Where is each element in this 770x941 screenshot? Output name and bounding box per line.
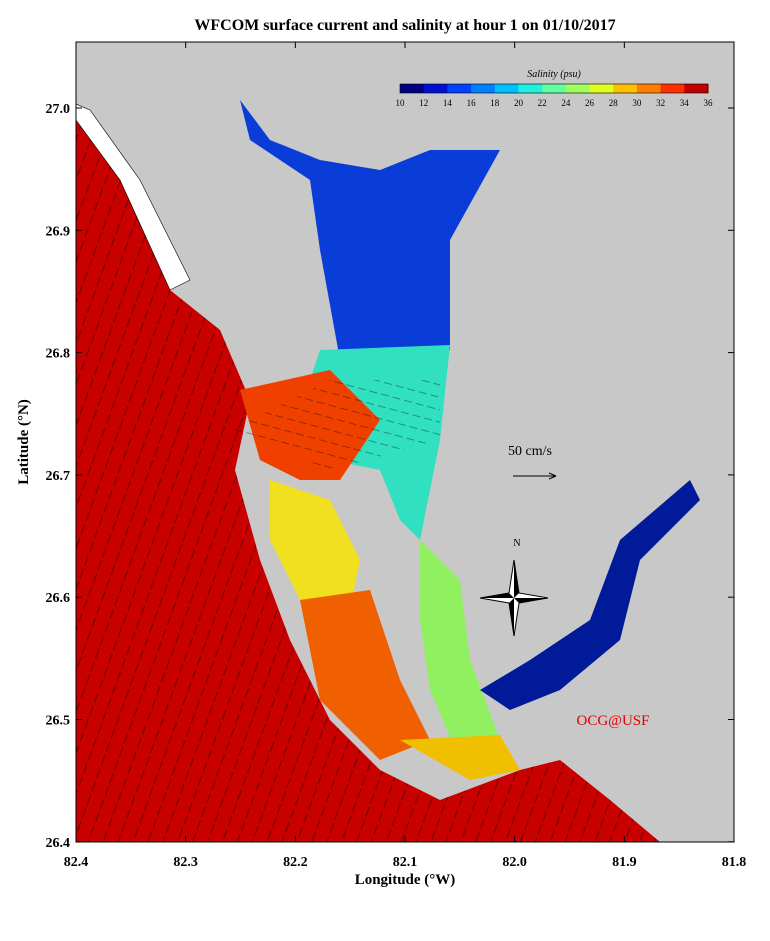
colorbar-tick-label: 22	[538, 98, 547, 108]
river-east	[480, 480, 700, 710]
colorbar-swatch	[423, 84, 448, 93]
sound-orange	[300, 590, 430, 760]
y-tick-label: 26.7	[46, 469, 71, 484]
colorbar-swatch	[660, 84, 685, 93]
colorbar-tick-label: 10	[396, 98, 406, 108]
colorbar-swatch	[494, 84, 519, 93]
colorbar-frame	[399, 83, 709, 94]
x-tick-label: 81.8	[722, 855, 747, 870]
colorbar-swatch	[400, 84, 425, 93]
colorbar-swatch	[613, 84, 638, 93]
north-label: N	[513, 538, 520, 549]
x-axis-label: Longitude (°W)	[355, 872, 456, 888]
x-tick-label: 82.0	[502, 855, 527, 870]
colorbar-tick-label: 16	[467, 98, 477, 108]
x-tick-label: 82.4	[64, 855, 89, 870]
colorbar-tick-label: 12	[419, 98, 428, 108]
colorbar-swatch	[589, 84, 614, 93]
x-tick-label: 82.3	[173, 855, 198, 870]
title: WFCOM surface current and salinity at ho…	[194, 17, 615, 34]
bay-north	[240, 100, 500, 360]
colorbar-tick-label: 30	[632, 98, 642, 108]
colorbar-swatch	[471, 84, 496, 93]
barrier-island	[76, 103, 191, 291]
colorbar-tick-label: 26	[585, 98, 595, 108]
y-tick-label: 26.9	[46, 224, 71, 239]
water	[76, 100, 700, 842]
y-tick-label: 27.0	[46, 102, 71, 117]
colorbar-swatch	[518, 84, 543, 93]
gulf-currents	[76, 120, 660, 842]
scale-arrowhead	[548, 472, 557, 480]
colorbar-tick-label: 14	[443, 98, 453, 108]
colorbar-swatch	[447, 84, 472, 93]
colorbar-tick-label: 24	[561, 98, 571, 108]
colorbar-tick-label: 34	[680, 98, 690, 108]
scale-label: 50 cm/s	[508, 444, 552, 459]
compass-shade	[480, 560, 548, 636]
river-green	[420, 540, 500, 760]
y-tick-label: 26.4	[46, 836, 71, 851]
bay-currents	[230, 380, 440, 470]
colorbar: 10 12 14 16 18 20 22 24 26 28 30 32 34 36	[396, 83, 714, 108]
x-tick-label: 82.1	[393, 855, 418, 870]
passage	[400, 735, 520, 780]
credit: OCG@USF	[576, 713, 649, 729]
colorbar-swatch	[684, 84, 709, 93]
colorbar-tick-label: 36	[704, 98, 714, 108]
colorbar-tick-label: 18	[490, 98, 500, 108]
y-axis-label: Latitude (°N)	[16, 399, 32, 485]
colorbar-title: Salinity (psu)	[527, 69, 581, 80]
y-tick-label: 26.5	[46, 714, 71, 729]
colorbar-swatch	[542, 84, 567, 93]
x-tick-label: 81.9	[612, 855, 637, 870]
y-tick-label: 26.6	[46, 591, 71, 606]
colorbar-tick-label: 28	[609, 98, 619, 108]
sound-yellow	[270, 480, 360, 610]
x-tick-label: 82.2	[283, 855, 308, 870]
colorbar-swatch	[565, 84, 591, 93]
axis-ticks: 82.4 82.3 82.2 82.1 82.0 81.9 81.8 27.0 26.9 26.8…	[46, 42, 747, 870]
colorbar-swatch	[636, 84, 662, 93]
colorbar-tick-label: 32	[656, 98, 665, 108]
y-tick-label: 26.8	[46, 347, 71, 362]
colorbar-tick-label: 20	[514, 98, 524, 108]
